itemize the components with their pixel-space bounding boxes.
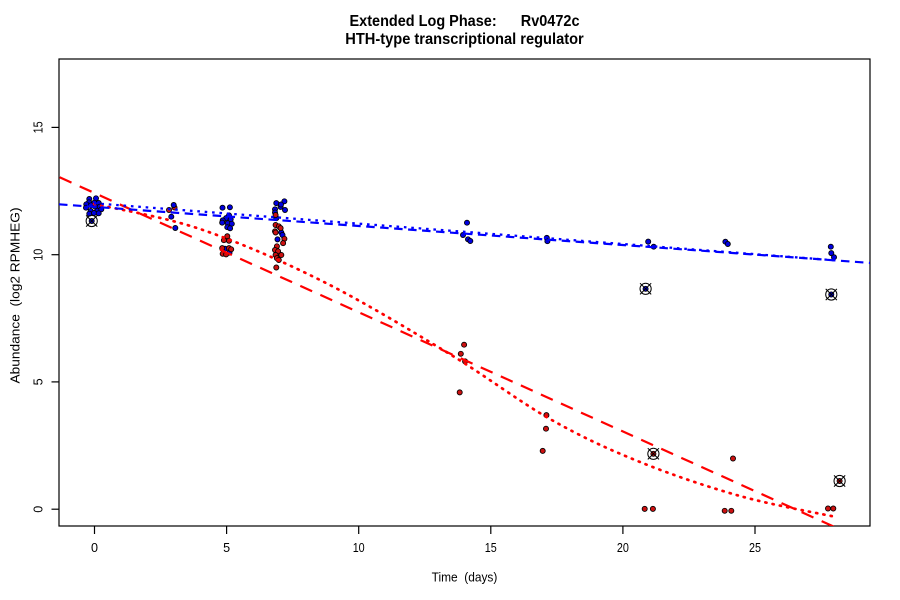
svg-text:Time (days): Time (days) [432, 569, 498, 584]
svg-text:HTH-type transcriptional regul: HTH-type transcriptional regulator [345, 31, 584, 48]
svg-text:20: 20 [617, 540, 629, 555]
svg-text:10: 10 [30, 249, 45, 261]
svg-text:0: 0 [30, 506, 45, 513]
svg-text:5: 5 [30, 378, 45, 385]
svg-text:10: 10 [353, 540, 365, 555]
svg-text:Extended Log Phase: Rv047: Extended Log Phase: Rv0472c [350, 13, 580, 30]
svg-text:25: 25 [749, 540, 761, 555]
svg-text:15: 15 [30, 121, 45, 133]
svg-text:0: 0 [91, 540, 98, 555]
svg-text:Abundance (log2 RPMHEG): Abundance (log2 RPMHEG) [8, 208, 23, 384]
svg-text:15: 15 [485, 540, 497, 555]
svg-text:5: 5 [223, 540, 230, 555]
